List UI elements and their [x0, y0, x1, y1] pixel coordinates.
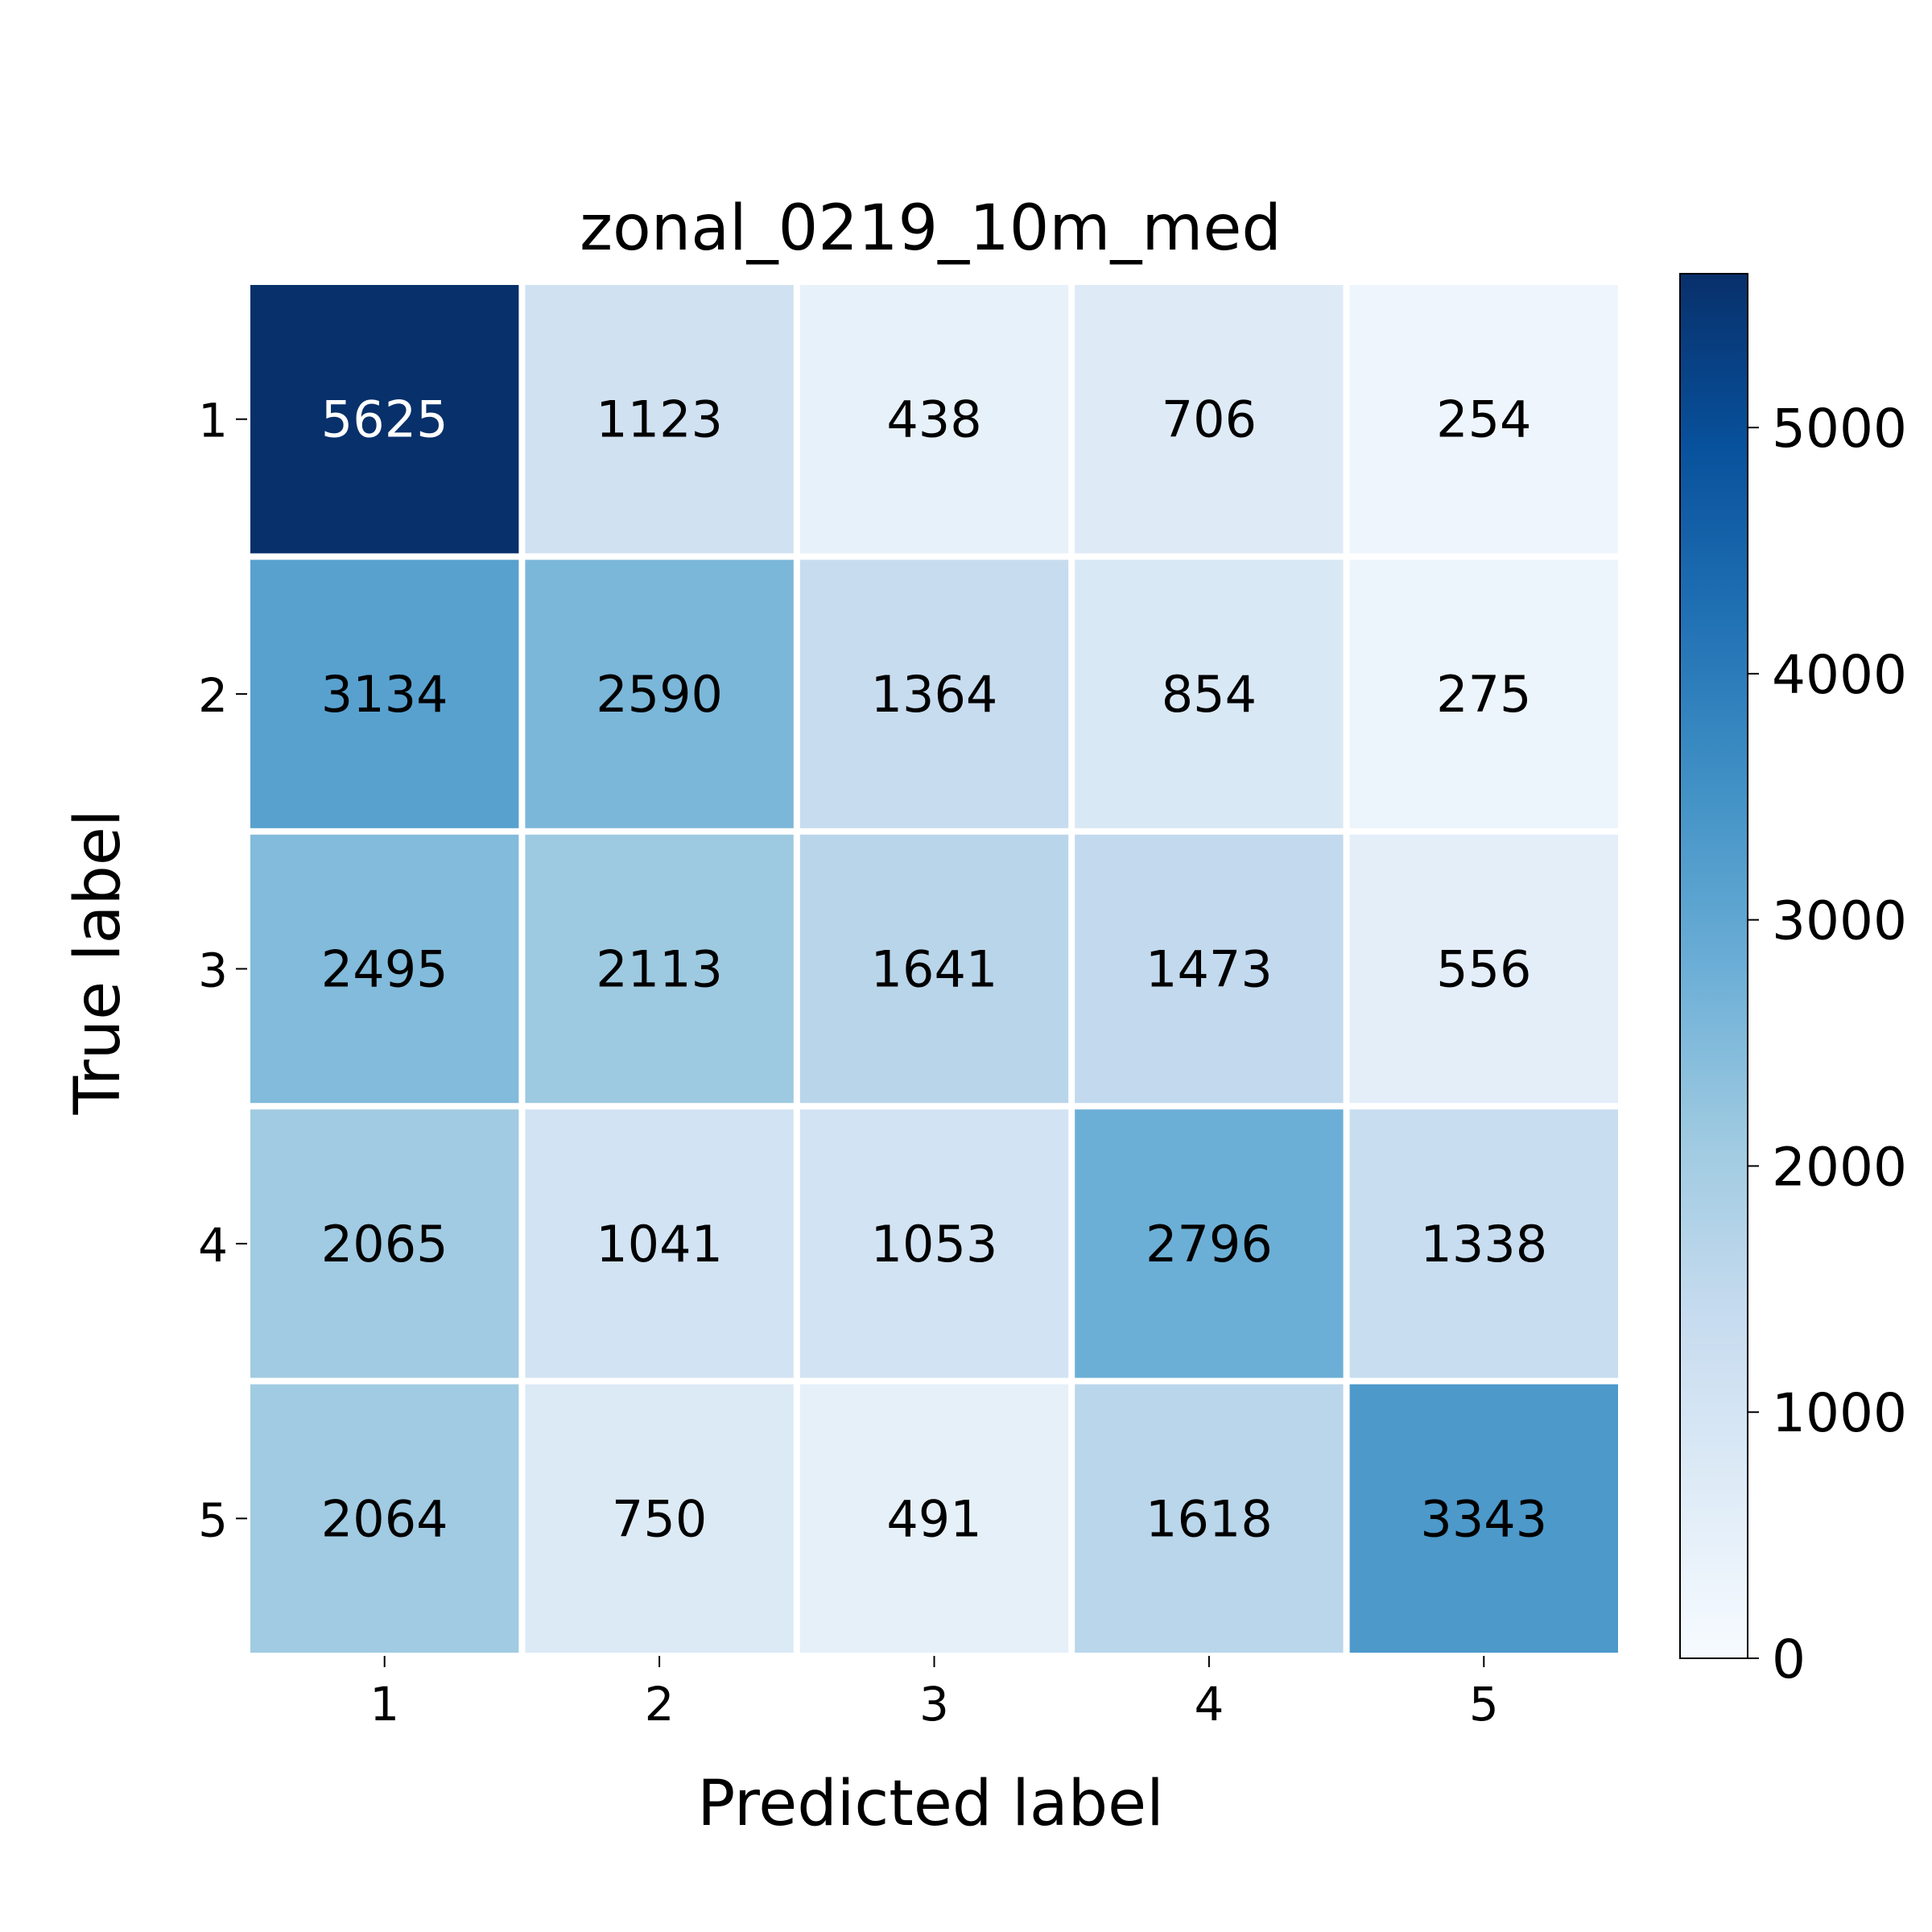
- x-tick-label: 5: [1469, 1677, 1499, 1732]
- cell-value-label: 2064: [321, 1489, 448, 1548]
- y-tick-label: 3: [198, 943, 228, 998]
- heatmap-cell: [525, 834, 794, 1104]
- heatmap-cell: [1075, 834, 1344, 1104]
- y-axis-label: True label: [62, 809, 134, 1115]
- heatmap-cell: [525, 1384, 794, 1653]
- heatmap-cell: [1075, 559, 1344, 828]
- heatmap-cell: [525, 1109, 794, 1378]
- heatmap-cell: [1349, 834, 1618, 1104]
- cell-value-label: 556: [1436, 940, 1531, 999]
- cell-value-label: 491: [886, 1489, 981, 1548]
- cell-value-label: 2113: [596, 940, 723, 999]
- cell-value-label: 1041: [596, 1215, 723, 1274]
- cell-value-label: 2495: [321, 940, 448, 999]
- x-tick-label: 1: [369, 1677, 399, 1732]
- colorbar-tick-label: 1000: [1772, 1382, 1907, 1444]
- heatmap-cell: [250, 1384, 519, 1653]
- heatmap-cell: [1075, 285, 1344, 554]
- heatmap-cell: [525, 559, 794, 828]
- y-tick-label: 1: [198, 394, 228, 448]
- cell-value-label: 750: [612, 1489, 707, 1548]
- heatmap-cell: [525, 285, 794, 554]
- cell-value-label: 1338: [1420, 1215, 1547, 1274]
- cell-value-label: 2065: [321, 1215, 448, 1274]
- heatmap-cell: [799, 834, 1069, 1104]
- heatmap-cell: [250, 1109, 519, 1378]
- x-axis-label: Predicted label: [697, 1768, 1164, 1840]
- cell-value-label: 275: [1436, 665, 1531, 724]
- heatmap-cell: [1349, 285, 1618, 554]
- y-tick-label: 5: [198, 1492, 228, 1547]
- heatmap-cell: [799, 559, 1069, 828]
- heatmap-cell: [250, 834, 519, 1104]
- colorbar-tick-label: 2000: [1772, 1136, 1907, 1198]
- cell-value-label: 254: [1436, 390, 1531, 449]
- colorbar-gradient: [1679, 273, 1748, 1659]
- heatmap-cell: [799, 1109, 1069, 1378]
- cell-value-label: 854: [1162, 665, 1257, 724]
- cell-value-label: 1053: [871, 1215, 998, 1274]
- colorbar-tick-label: 5000: [1772, 398, 1907, 460]
- heatmap-cell: [250, 559, 519, 828]
- heatmap-cells: [250, 285, 1618, 1653]
- cell-value-label: 1473: [1146, 940, 1273, 999]
- y-axis: 1 2 3 4 5: [198, 394, 247, 1547]
- heatmap-cell: [799, 1384, 1069, 1653]
- heatmap-cell: [1349, 1109, 1618, 1378]
- cell-value-label: 706: [1162, 390, 1257, 449]
- y-tick-label: 4: [198, 1218, 228, 1273]
- heatmap-cell-labels: 5625 1123 438 706 254 3134 2590 1364 854 275 2495 2…: [321, 390, 1547, 1549]
- chart-title: zonal_0219_10m_med: [580, 192, 1282, 265]
- heatmap-cell: [1075, 1109, 1344, 1378]
- cell-value-label: 1618: [1146, 1489, 1273, 1548]
- cell-value-label: 1364: [871, 665, 998, 724]
- y-tick-label: 2: [198, 668, 228, 723]
- heatmap-cell: [1349, 1384, 1618, 1653]
- colorbar-tick-label: 4000: [1772, 644, 1907, 706]
- colorbar-tick-label: 0: [1772, 1629, 1806, 1690]
- cell-value-label: 438: [886, 390, 981, 449]
- x-tick-label: 4: [1194, 1677, 1224, 1732]
- heatmap-cell: [799, 285, 1069, 554]
- cell-value-label: 2590: [596, 665, 723, 724]
- heatmap-cell: [250, 285, 519, 554]
- cell-value-label: 1641: [871, 940, 998, 999]
- heatmap-cell: [1349, 559, 1618, 828]
- cell-value-label: 5625: [321, 390, 448, 449]
- x-axis: 1 2 3 4 5: [369, 1656, 1499, 1732]
- cell-value-label: 2796: [1146, 1215, 1273, 1274]
- cell-value-label: 3134: [321, 665, 448, 724]
- x-tick-label: 2: [645, 1677, 675, 1732]
- cell-value-label: 1123: [596, 390, 723, 449]
- cell-value-label: 3343: [1420, 1489, 1547, 1548]
- x-tick-label: 3: [919, 1677, 949, 1732]
- colorbar: 0 1000 2000 3000 4000 5000: [1679, 273, 1907, 1690]
- heatmap-cell: [1075, 1384, 1344, 1653]
- colorbar-tick-label: 3000: [1772, 890, 1907, 952]
